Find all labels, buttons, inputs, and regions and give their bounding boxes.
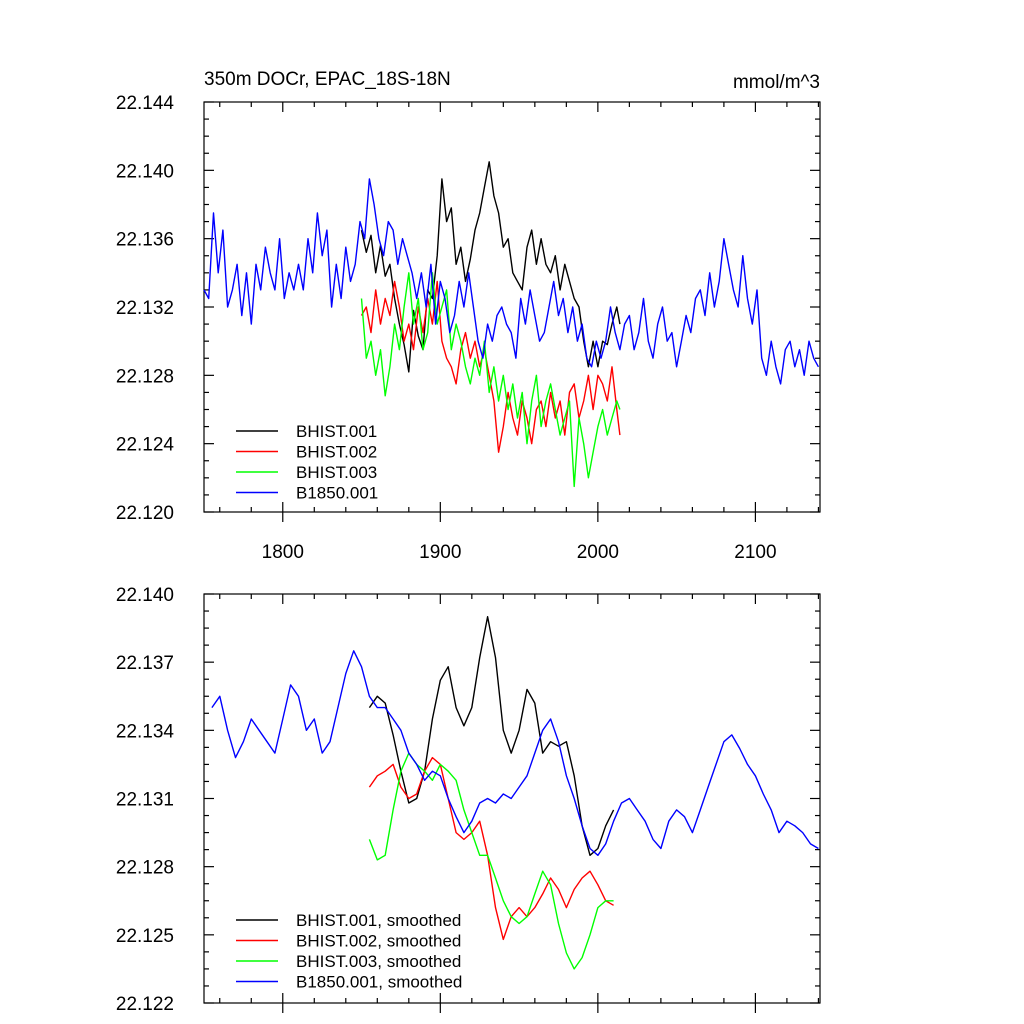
- series-line-bhist-001: [360, 161, 621, 373]
- y-tick-label: 22.136: [116, 230, 174, 251]
- series-line-b1850-001-smoothed: [211, 650, 819, 856]
- x-tick-label: 2100: [734, 542, 776, 563]
- legend-label: BHIST.001: [296, 422, 377, 441]
- x-tick-label: 1800: [262, 542, 304, 563]
- y-tick-label: 22.124: [116, 435, 175, 456]
- legend-label: BHIST.003: [296, 463, 377, 482]
- y-tick-label: 22.128: [116, 366, 174, 387]
- top-title-right: mmol/m^3: [733, 72, 820, 93]
- y-tick-label: 22.120: [116, 503, 174, 524]
- y-tick-label: 22.137: [116, 653, 174, 674]
- series-line-bhist-002: [360, 280, 621, 453]
- legend-label: BHIST.001, smoothed: [296, 911, 461, 930]
- y-tick-label: 22.131: [116, 790, 174, 811]
- legend-label: BHIST.002: [296, 443, 377, 462]
- y-tick-label: 22.128: [116, 858, 174, 879]
- y-tick-label: 22.140: [116, 585, 174, 606]
- legend-label: BHIST.003, smoothed: [296, 952, 461, 971]
- x-tick-label: 1900: [419, 542, 461, 563]
- bottom-panel: 22.122 22.125 22.128 22.131 22.134 22.137 22.1…: [116, 585, 821, 1015]
- y-tick-label: 22.144: [116, 93, 175, 114]
- top-title-left: 350m DOCr, EPAC_18S-18N: [204, 69, 451, 90]
- series-line-bhist-001-smoothed: [368, 616, 615, 856]
- y-tick-label: 22.122: [116, 994, 174, 1015]
- series-line-bhist-003: [360, 272, 621, 488]
- top-panel: 350m DOCr, EPAC_18S-18N mmol/m^3 22.120 2…: [116, 69, 821, 563]
- series-line-bhist-002-smoothed: [368, 756, 614, 941]
- legend-label: BHIST.002, smoothed: [296, 932, 461, 951]
- y-tick-label: 22.140: [116, 161, 174, 182]
- y-tick-label: 22.125: [116, 926, 174, 947]
- x-tick-label: 2000: [577, 542, 619, 563]
- series-line-b1850-001: [203, 178, 820, 385]
- y-tick-label: 22.134: [116, 721, 175, 742]
- y-tick-label: 22.132: [116, 298, 174, 319]
- legend-label: B1850.001: [296, 484, 378, 503]
- legend-label: B1850.001, smoothed: [296, 973, 462, 992]
